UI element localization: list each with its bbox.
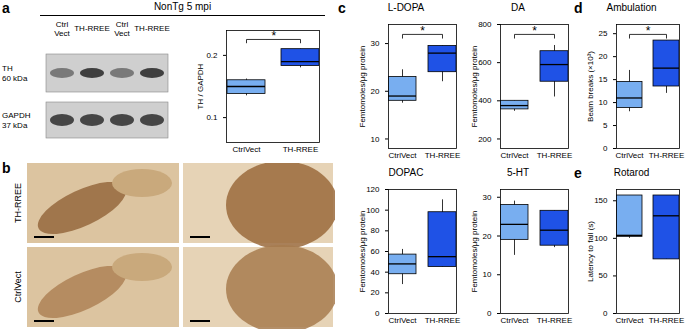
html-text:Ambulation: Ambulation xyxy=(606,2,657,13)
svg-text:TH: TH xyxy=(2,64,13,73)
html-text:5-HT: 5-HT xyxy=(506,167,530,178)
html-text:DA: DA xyxy=(511,2,525,13)
html-text:d: d xyxy=(574,0,583,16)
svg-text:CtrlVect: CtrlVect xyxy=(54,20,70,38)
svg-text:Beam breaks (×10³): Beam breaks (×10³) xyxy=(586,51,595,122)
svg-text:TH-RREE: TH-RREE xyxy=(537,151,573,160)
svg-text:GAPDH: GAPDH xyxy=(2,111,31,120)
svg-text:0.1: 0.1 xyxy=(206,113,218,122)
html-text:L-DOPA: L-DOPA xyxy=(387,2,425,13)
svg-text:80: 80 xyxy=(371,226,380,235)
svg-text:20: 20 xyxy=(371,87,380,96)
svg-text:37 kDa: 37 kDa xyxy=(2,121,28,130)
svg-text:50: 50 xyxy=(599,271,608,280)
svg-text:600: 600 xyxy=(478,58,492,67)
svg-text:Latency to fall (s): Latency to fall (s) xyxy=(586,221,595,282)
svg-text:Femtomoles/μg protein: Femtomoles/μg protein xyxy=(358,211,367,293)
svg-text:20: 20 xyxy=(371,288,380,297)
svg-text:*: * xyxy=(532,24,537,38)
svg-text:Femtomoles/μg protein: Femtomoles/μg protein xyxy=(358,46,367,128)
svg-text:200: 200 xyxy=(478,135,492,144)
svg-text:10: 10 xyxy=(483,270,492,279)
svg-text:60 kDa: 60 kDa xyxy=(2,74,28,83)
svg-text:CtrlVect: CtrlVect xyxy=(615,316,644,325)
svg-text:40: 40 xyxy=(371,268,380,277)
svg-text:20: 20 xyxy=(483,232,492,241)
svg-text:800: 800 xyxy=(478,20,492,29)
svg-text:CtrlVect: CtrlVect xyxy=(615,151,644,160)
svg-text:10: 10 xyxy=(599,98,608,107)
svg-text:TH-RREE: TH-RREE xyxy=(649,316,685,325)
svg-text:100: 100 xyxy=(594,234,608,243)
svg-text:Femtomoles/μg protein: Femtomoles/μg protein xyxy=(470,46,479,128)
html-text:b: b xyxy=(2,160,11,176)
svg-text:*: * xyxy=(420,24,425,38)
svg-text:100: 100 xyxy=(366,206,380,215)
svg-text:*: * xyxy=(272,29,277,43)
svg-text:20: 20 xyxy=(599,52,608,61)
svg-text:10: 10 xyxy=(371,135,380,144)
svg-text:5: 5 xyxy=(603,121,608,130)
svg-text:25: 25 xyxy=(599,29,608,38)
svg-text:*: * xyxy=(646,24,651,38)
svg-text:CtrlVect: CtrlVect xyxy=(114,20,130,38)
svg-text:TH-RREE: TH-RREE xyxy=(425,151,461,160)
svg-text:0: 0 xyxy=(487,309,492,318)
svg-text:CtrlVect: CtrlVect xyxy=(388,316,417,325)
svg-text:TH / GAPDH: TH / GAPDH xyxy=(196,63,205,109)
html-text:NonTg 5 mpi: NonTg 5 mpi xyxy=(153,1,212,12)
html-text:Rotarod: Rotarod xyxy=(613,167,650,178)
svg-text:400: 400 xyxy=(478,96,492,105)
svg-text:CtrlVect: CtrlVect xyxy=(500,151,529,160)
svg-text:Femtomoles/μg protein: Femtomoles/μg protein xyxy=(470,211,479,293)
svg-text:TH-RREE: TH-RREE xyxy=(283,145,319,154)
html-text:DOPAC: DOPAC xyxy=(388,167,424,178)
svg-text:TH-RREE: TH-RREE xyxy=(134,24,170,33)
svg-text:CtrlVect: CtrlVect xyxy=(13,271,23,303)
svg-text:15: 15 xyxy=(599,75,608,84)
svg-text:0.2: 0.2 xyxy=(206,51,218,60)
html-text:e: e xyxy=(574,165,582,181)
svg-text:0: 0 xyxy=(603,144,608,153)
svg-text:CtrlVect: CtrlVect xyxy=(388,151,417,160)
svg-text:30: 30 xyxy=(371,39,380,48)
svg-text:TH-RREE: TH-RREE xyxy=(537,316,573,325)
svg-text:TH-RREE: TH-RREE xyxy=(425,316,461,325)
svg-text:60: 60 xyxy=(371,247,380,256)
svg-text:TH-RREE: TH-RREE xyxy=(74,24,110,33)
svg-text:CtrlVect: CtrlVect xyxy=(232,145,261,154)
svg-text:30: 30 xyxy=(483,193,492,202)
svg-text:150: 150 xyxy=(594,196,608,205)
svg-text:0: 0 xyxy=(603,309,608,318)
svg-text:120: 120 xyxy=(366,185,380,194)
svg-text:TH-RREE: TH-RREE xyxy=(13,183,23,223)
html-text:c: c xyxy=(338,0,346,16)
html-text:a: a xyxy=(2,0,10,16)
svg-text:TH-RREE: TH-RREE xyxy=(649,151,685,160)
svg-text:CtrlVect: CtrlVect xyxy=(500,316,529,325)
svg-text:0: 0 xyxy=(375,309,380,318)
